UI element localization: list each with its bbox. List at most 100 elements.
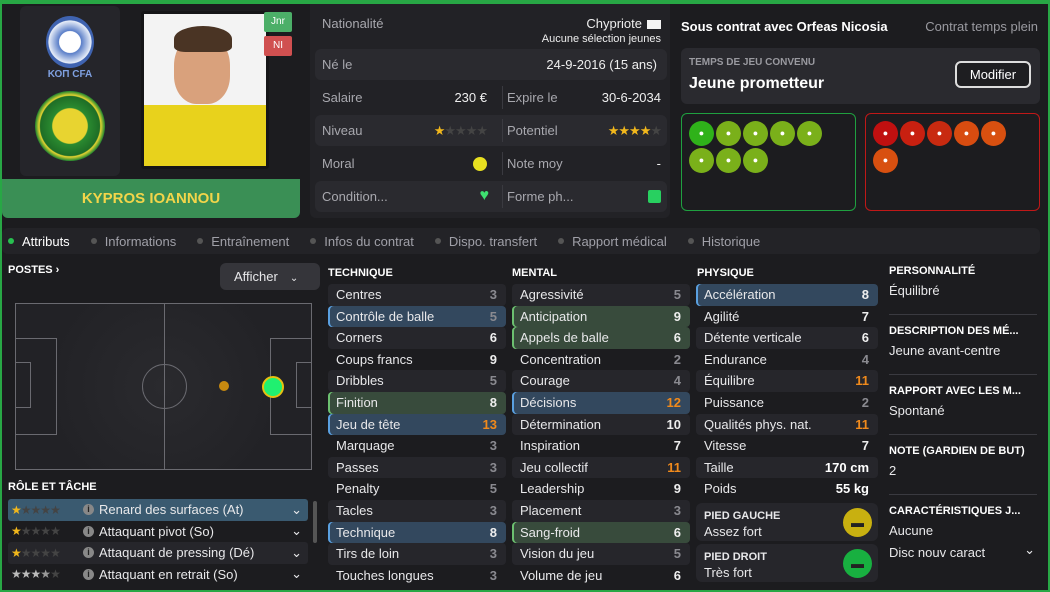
star-icon: ★ bbox=[30, 502, 42, 517]
tab-1[interactable]: Informations bbox=[90, 234, 176, 249]
attribute-row[interactable]: Touches longues 3 bbox=[328, 565, 506, 587]
attribute-row[interactable]: Centres 3 bbox=[328, 284, 506, 306]
info-icon[interactable]: i bbox=[83, 504, 94, 516]
target-icon[interactable]: ● bbox=[900, 121, 925, 146]
morale-icon[interactable] bbox=[473, 157, 487, 171]
show-dropdown[interactable]: Afficher ⌄ bbox=[220, 263, 320, 290]
attribute-row[interactable]: Anticipation 9 bbox=[512, 305, 690, 328]
cone-gear-icon[interactable]: ● bbox=[873, 148, 898, 173]
tab-2[interactable]: Entraînement bbox=[197, 234, 289, 249]
attribute-row[interactable]: Agilité 7 bbox=[696, 306, 878, 328]
attribute-row[interactable]: Leadership 9 bbox=[512, 478, 690, 500]
attribute-row[interactable]: Tacles 3 bbox=[328, 499, 506, 522]
attribute-row[interactable]: Concentration 2 bbox=[512, 349, 690, 371]
head-ball-icon[interactable]: ● bbox=[743, 121, 768, 146]
dumbbell-icon[interactable]: ● bbox=[873, 121, 898, 146]
attribute-row[interactable]: Jeu collectif 11 bbox=[512, 456, 690, 479]
attribute-row[interactable]: Penalty 5 bbox=[328, 478, 506, 500]
attribute-value: 6 bbox=[673, 524, 681, 540]
role-row[interactable]: ★★★★★ i Attaquant en retrait (So) ⌄ bbox=[8, 564, 308, 586]
chevron-down-icon[interactable]: ⌄ bbox=[291, 544, 302, 560]
star-icon: ★ bbox=[20, 567, 32, 582]
secondary-position-dot[interactable] bbox=[219, 381, 229, 391]
role-row[interactable]: ★★★★★ i Attaquant de pressing (Dé) ⌄ bbox=[8, 542, 308, 564]
profile-heading: DESCRIPTION DES MÉ... bbox=[889, 325, 1019, 337]
star-icon: ★ bbox=[20, 545, 32, 560]
avg-rating-value: - bbox=[656, 156, 661, 171]
attribute-row[interactable]: Décisions 12 bbox=[512, 391, 690, 414]
broken-bone-icon[interactable]: ● bbox=[927, 121, 952, 146]
report-plant-icon[interactable]: ● bbox=[743, 148, 768, 173]
main-position-dot[interactable] bbox=[262, 376, 284, 398]
attribute-row[interactable]: Passes 3 bbox=[328, 456, 506, 479]
level-row: Niveau ★★★★★ Potentiel ★★★★★ bbox=[315, 115, 667, 146]
attribute-row[interactable]: Dribbles 5 bbox=[328, 370, 506, 392]
attribute-row[interactable]: Détermination 10 bbox=[512, 413, 690, 436]
attribute-row[interactable]: Coups francs 9 bbox=[328, 349, 506, 371]
attribute-row[interactable]: Tirs de loin 3 bbox=[328, 543, 506, 565]
attribute-row[interactable]: Inspiration 7 bbox=[512, 435, 690, 457]
attribute-row[interactable]: Équilibre 11 bbox=[696, 370, 878, 392]
profile-value[interactable]: Disc nouv caract ⌄ bbox=[889, 542, 1035, 560]
tab-0[interactable]: Attributs bbox=[8, 234, 70, 249]
attribute-row[interactable]: Qualités phys. nat. 11 bbox=[696, 413, 878, 436]
star-icon: ★ bbox=[40, 545, 51, 560]
attribute-row[interactable]: Vitesse 7 bbox=[696, 435, 878, 457]
attribute-row[interactable]: Marquage 3 bbox=[328, 435, 506, 457]
info-icon[interactable]: i bbox=[83, 568, 94, 580]
attribute-row[interactable]: Vision du jeu 5 bbox=[512, 543, 690, 565]
attribute-row[interactable]: Appels de balle 6 bbox=[512, 327, 690, 349]
club-logo[interactable] bbox=[35, 91, 105, 161]
attribute-row[interactable]: Sang-froid 6 bbox=[512, 521, 690, 544]
positions-title[interactable]: POSTES › bbox=[8, 264, 60, 276]
attribute-row[interactable]: Puissance 2 bbox=[696, 392, 878, 414]
chevron-down-icon[interactable]: ⌄ bbox=[291, 523, 302, 539]
attribute-name: Agilité bbox=[704, 308, 740, 324]
attribute-name: Poids bbox=[704, 481, 737, 497]
star-icon: ★ bbox=[30, 524, 42, 539]
attribute-row[interactable]: Courage 4 bbox=[512, 370, 690, 392]
attribute-row[interactable]: Contrôle de balle 5 bbox=[328, 305, 506, 328]
attribute-row[interactable]: Taille 170 cm bbox=[696, 456, 878, 479]
role-row[interactable]: ★★★★★ i Renard des surfaces (At) ⌄ bbox=[8, 499, 308, 521]
attribute-row[interactable]: Finition 8 bbox=[328, 391, 506, 414]
attribute-row[interactable]: Volume de jeu 6 bbox=[512, 565, 690, 587]
chevron-down-icon[interactable]: ⌄ bbox=[291, 566, 302, 582]
tab-5[interactable]: Rapport médical bbox=[558, 234, 667, 249]
profile-heading: RAPPORT AVEC LES M... bbox=[889, 385, 1022, 397]
roles-scrollbar[interactable] bbox=[313, 501, 317, 543]
profile-section: DESCRIPTION DES MÉ... Jeune avant-centre bbox=[889, 323, 1037, 375]
attribute-value: 6 bbox=[861, 330, 869, 346]
attribute-row[interactable]: Placement 3 bbox=[512, 499, 690, 522]
tab-4[interactable]: Dispo. transfert bbox=[434, 234, 537, 249]
attribute-row[interactable]: Corners 6 bbox=[328, 327, 506, 349]
nationality-value[interactable]: Chypriote bbox=[586, 16, 642, 31]
attribute-value: 3 bbox=[489, 287, 497, 302]
ball-head-icon[interactable]: ● bbox=[797, 121, 822, 146]
report-check-icon[interactable]: ● bbox=[716, 148, 741, 173]
modify-button[interactable]: Modifier bbox=[955, 61, 1031, 88]
attribute-row[interactable]: Poids 55 kg bbox=[696, 478, 878, 500]
cone-smile-icon[interactable]: ● bbox=[689, 148, 714, 173]
info-icon[interactable]: i bbox=[83, 547, 94, 559]
attribute-name: Anticipation bbox=[520, 308, 588, 324]
chevron-down-icon[interactable]: ⌄ bbox=[291, 501, 302, 517]
tab-6[interactable]: Historique bbox=[687, 234, 760, 249]
star-icon[interactable]: ● bbox=[954, 121, 979, 146]
attribute-row[interactable]: Technique 8 bbox=[328, 521, 506, 544]
arrows-icon[interactable]: ● bbox=[981, 121, 1006, 146]
info-icon[interactable]: i bbox=[83, 525, 94, 537]
star-icon: ★ bbox=[40, 567, 51, 582]
tab-3[interactable]: Infos du contrat bbox=[310, 234, 414, 249]
chain-icon[interactable]: ● bbox=[770, 121, 795, 146]
flask-icon[interactable]: ● bbox=[689, 121, 714, 146]
trend-up-icon[interactable]: ● bbox=[716, 121, 741, 146]
attribute-row[interactable]: Accélération 8 bbox=[696, 284, 878, 306]
chevron-down-icon[interactable]: ⌄ bbox=[1024, 542, 1035, 557]
attribute-row[interactable]: Agressivité 5 bbox=[512, 284, 690, 306]
morale-label: Moral bbox=[322, 156, 355, 171]
role-row[interactable]: ★★★★★ i Attaquant pivot (So) ⌄ bbox=[8, 521, 308, 543]
attribute-row[interactable]: Endurance 4 bbox=[696, 349, 878, 371]
attribute-row[interactable]: Jeu de tête 13 bbox=[328, 413, 506, 436]
attribute-row[interactable]: Détente verticale 6 bbox=[696, 327, 878, 349]
